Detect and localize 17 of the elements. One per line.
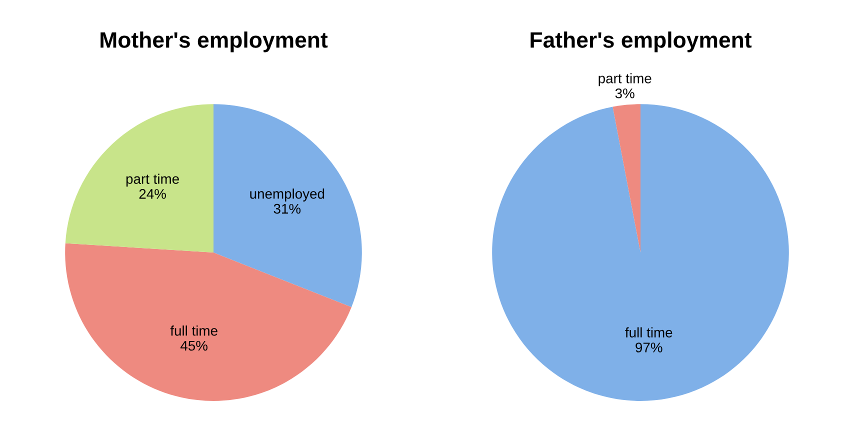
data-label: 31%	[274, 204, 301, 214]
slice-label: full time	[625, 327, 672, 338]
pie-slice	[214, 104, 362, 308]
data-label: 97%	[636, 342, 662, 352]
chart-title: Mother's employment	[100, 32, 328, 52]
data-label: 45%	[180, 340, 208, 351]
slice-label: part time	[598, 73, 652, 86]
data-label: 3%	[615, 88, 634, 98]
slice-label: full time	[170, 326, 218, 336]
chart-title: Father's employment	[530, 32, 752, 52]
pie-slice	[65, 104, 214, 253]
data-label: 24%	[139, 189, 166, 199]
pie-slice	[65, 243, 352, 401]
slice-label: unemployed	[250, 188, 324, 202]
slice-label: part time	[126, 174, 179, 187]
pie-slice	[612, 104, 640, 253]
pie-slice	[492, 104, 789, 401]
